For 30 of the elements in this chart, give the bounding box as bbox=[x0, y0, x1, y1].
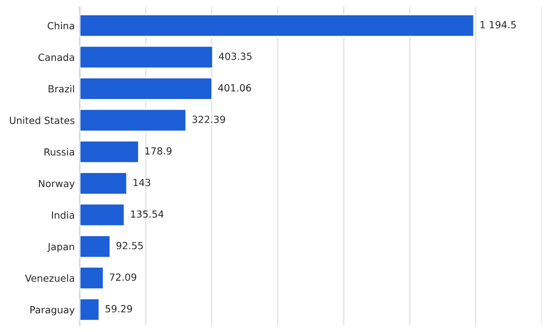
bar bbox=[80, 108, 187, 132]
bar bbox=[80, 45, 214, 69]
y-tick-label: Russia bbox=[44, 148, 74, 156]
data-label: 92.55 bbox=[116, 242, 143, 250]
data-label: 143 bbox=[134, 178, 150, 186]
bar bbox=[80, 266, 104, 290]
y-tick-label: Paraguay bbox=[30, 306, 75, 316]
data-label: 72.09 bbox=[110, 273, 136, 281]
data-label: 178.9 bbox=[145, 147, 172, 155]
bar bbox=[80, 140, 140, 164]
y-tick-label: Venezuela bbox=[25, 274, 74, 282]
y-tick-label: Brazil bbox=[48, 84, 74, 93]
data-label: 1 194.5 bbox=[480, 21, 516, 28]
y-tick-label: United States bbox=[10, 116, 74, 124]
y-tick-label: Japan bbox=[47, 243, 74, 252]
y-tick-label: India bbox=[52, 211, 74, 219]
bar bbox=[80, 76, 213, 100]
data-label: 401.06 bbox=[218, 84, 252, 92]
bar bbox=[80, 298, 100, 322]
data-label: 135.54 bbox=[131, 210, 164, 218]
bar bbox=[80, 234, 111, 258]
bar bbox=[80, 14, 475, 38]
y-tick-label: Norway bbox=[38, 180, 75, 190]
y-tick-label: China bbox=[48, 22, 74, 30]
data-label: 403.35 bbox=[218, 52, 252, 60]
bar bbox=[80, 203, 126, 227]
data-label: 322.39 bbox=[192, 116, 226, 124]
y-tick-label: Canada bbox=[38, 53, 74, 61]
data-label: 59.29 bbox=[106, 305, 132, 312]
bar bbox=[80, 172, 128, 196]
